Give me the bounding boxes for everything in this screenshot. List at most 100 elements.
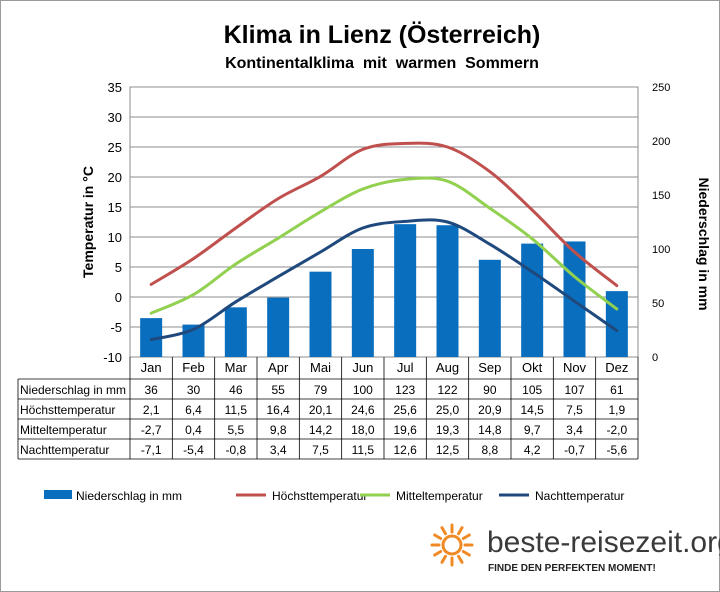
table-cell: 12,5 xyxy=(436,443,460,457)
y-left-tick-label: 10 xyxy=(108,230,122,245)
precip-bar xyxy=(140,318,163,357)
table-cell: 2,1 xyxy=(143,403,160,417)
x-tick-label: Aug xyxy=(436,360,459,375)
table-cell: 6,4 xyxy=(185,403,202,417)
table-cell: 8,8 xyxy=(481,443,498,457)
table-cell: -0,7 xyxy=(564,443,585,457)
table-cell: 25,6 xyxy=(393,403,417,417)
y-left-axis-title: Temperatur in °C xyxy=(80,166,96,278)
table-cell: 14,2 xyxy=(309,423,333,437)
x-tick-label: Nov xyxy=(563,360,587,375)
table-cell: 122 xyxy=(437,383,457,397)
precip-bar xyxy=(394,224,417,357)
table-cell: 79 xyxy=(314,383,328,397)
legend-label: Mitteltemperatur xyxy=(396,489,483,503)
precip-bar xyxy=(309,271,332,357)
table-cell: 7,5 xyxy=(566,403,583,417)
table-cell: 19,3 xyxy=(436,423,460,437)
y-left-tick-label: 25 xyxy=(108,140,122,155)
table-cell: 25,0 xyxy=(436,403,460,417)
table-cell: 9,8 xyxy=(270,423,287,437)
precip-bar xyxy=(478,259,501,357)
table-cell: 20,1 xyxy=(309,403,333,417)
x-tick-label: Mai xyxy=(310,360,331,375)
x-tick-label: Mar xyxy=(225,360,248,375)
table-cell: 16,4 xyxy=(266,403,290,417)
x-tick-label: Sep xyxy=(478,360,501,375)
series-line xyxy=(149,176,619,315)
x-tick-label: Jul xyxy=(397,360,414,375)
y-right-tick-label: 50 xyxy=(652,298,664,310)
table-cell: -2,0 xyxy=(606,423,627,437)
x-tick-label: Jun xyxy=(352,360,373,375)
x-tick-label: Apr xyxy=(268,360,289,375)
table-cell: 0,4 xyxy=(185,423,202,437)
table-cell: -5,4 xyxy=(183,443,204,457)
table-cell: 3,4 xyxy=(270,443,287,457)
legend-label: Höchsttemperatur xyxy=(272,489,367,503)
table-cell: 90 xyxy=(483,383,497,397)
table-cell: 4,2 xyxy=(524,443,541,457)
x-tick-label: Feb xyxy=(182,360,204,375)
precip-bar xyxy=(267,297,290,357)
sun-logo-icon xyxy=(430,523,474,567)
table-cell: 55 xyxy=(271,383,285,397)
y-left-tick-label: 30 xyxy=(108,110,122,125)
table-row-header: Niederschlag in mm xyxy=(20,383,126,397)
chart-title: Klima in Lienz (Österreich) xyxy=(224,20,541,49)
x-tick-label: Okt xyxy=(522,360,543,375)
brand-slogan: FINDE DEN PERFEKTEN MOMENT! xyxy=(488,563,656,574)
y-right-tick-label: 0 xyxy=(652,352,658,364)
precip-bar xyxy=(605,291,628,357)
y-left-tick-label: -5 xyxy=(110,320,122,335)
series-line xyxy=(149,141,619,288)
table-cell: 3,4 xyxy=(566,423,583,437)
precip-bar xyxy=(521,243,544,357)
y-left-tick-label: -10 xyxy=(103,350,122,365)
series-line xyxy=(149,218,619,342)
table-cell: 5,5 xyxy=(227,423,244,437)
table-row-header: Mitteltemperatur xyxy=(20,423,107,437)
table-cell: 107 xyxy=(564,383,584,397)
table-cell: -7,1 xyxy=(141,443,162,457)
table-cell: 7,5 xyxy=(312,443,329,457)
table-cell: 30 xyxy=(187,383,201,397)
table-row-header: Höchsttemperatur xyxy=(20,403,115,417)
table-cell: -5,6 xyxy=(606,443,627,457)
y-left-tick-label: 35 xyxy=(108,80,122,95)
y-right-tick-label: 250 xyxy=(652,82,670,94)
table-cell: 14,5 xyxy=(520,403,544,417)
table-cell: -2,7 xyxy=(141,423,162,437)
legend-label: Niederschlag in mm xyxy=(76,489,182,503)
chart-subtitle: Kontinentalklima mit warmen Sommern xyxy=(225,55,539,72)
table-cell: 36 xyxy=(144,383,158,397)
y-left-tick-label: 5 xyxy=(115,260,122,275)
table-cell: 12,6 xyxy=(393,443,417,457)
x-tick-label: Jan xyxy=(141,360,162,375)
table-row-header: Nachttemperatur xyxy=(20,443,109,457)
brand-site: beste-reisezeit.org xyxy=(487,526,720,559)
table-cell: 9,7 xyxy=(524,423,541,437)
table-cell: 61 xyxy=(610,383,624,397)
table-cell: 1,9 xyxy=(608,403,625,417)
table-cell: 18,0 xyxy=(351,423,375,437)
table-cell: 20,9 xyxy=(478,403,502,417)
table-cell: 11,5 xyxy=(352,443,375,457)
table-cell: 46 xyxy=(229,383,243,397)
precip-bar xyxy=(436,225,459,357)
precip-bar xyxy=(224,307,247,357)
y-right-axis-title: Niederschlag in mm xyxy=(696,177,712,310)
table-cell: 11,5 xyxy=(225,403,248,417)
table-cell: 105 xyxy=(522,383,542,397)
table-cell: -0,8 xyxy=(225,443,246,457)
y-left-tick-label: 15 xyxy=(108,200,122,215)
y-left-tick-label: 0 xyxy=(115,290,122,305)
table-cell: 14,8 xyxy=(478,423,502,437)
y-left-tick-label: 20 xyxy=(108,170,122,185)
table-cell: 19,6 xyxy=(393,423,417,437)
table-cell: 123 xyxy=(395,383,415,397)
table-cell: 24,6 xyxy=(351,403,375,417)
y-right-tick-label: 200 xyxy=(652,136,670,148)
y-right-tick-label: 100 xyxy=(652,244,670,256)
